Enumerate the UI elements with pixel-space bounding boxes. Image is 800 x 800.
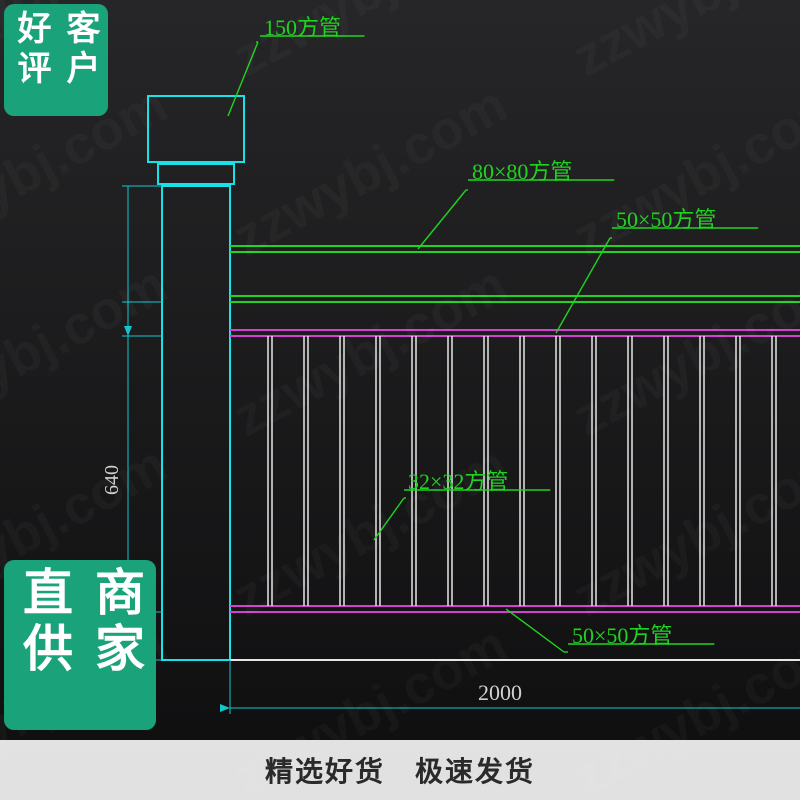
svg-text:640: 640 [101, 465, 123, 495]
svg-text:2000: 2000 [478, 680, 522, 705]
badge-direct-supply-text: 商家直供 [8, 566, 152, 724]
footer-slogan-text: 精选好货 极速发货 [265, 750, 535, 790]
callout-m50_top: 50×50方管 [616, 202, 716, 234]
cad-screenshot: 6402000 zzwybj.comzzwybj.comzzwybj.comzz… [0, 0, 800, 800]
badge-customer-praise: 客户好评 [4, 4, 108, 116]
callout-g150: 150方管 [264, 10, 341, 42]
footer-slogan: 精选好货 极速发货 [0, 740, 800, 800]
callout-g80: 80×80方管 [472, 154, 572, 186]
badge-direct-supply: 商家直供 [4, 560, 156, 730]
callout-w32: 32×32方管 [408, 464, 508, 496]
badge-customer-praise-text: 客户好评 [7, 10, 105, 110]
callout-m50_bot: 50×50方管 [572, 618, 672, 650]
